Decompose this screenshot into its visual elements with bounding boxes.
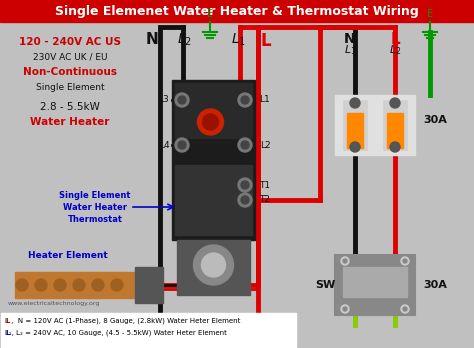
Circle shape — [241, 196, 249, 204]
Circle shape — [241, 181, 249, 189]
Text: L: L — [5, 318, 9, 324]
Circle shape — [390, 142, 400, 152]
Circle shape — [16, 279, 28, 291]
Text: N: N — [146, 32, 158, 47]
Text: T1: T1 — [259, 181, 271, 190]
Text: 30A: 30A — [423, 115, 447, 125]
Bar — [347, 113, 363, 148]
Circle shape — [202, 114, 219, 130]
Circle shape — [238, 93, 252, 107]
Text: Single Element: Single Element — [36, 82, 104, 92]
Bar — [175, 83, 252, 138]
Text: 2.8 - 5.5kW: 2.8 - 5.5kW — [40, 102, 100, 112]
Bar — [5, 28, 135, 203]
Circle shape — [350, 142, 360, 152]
Circle shape — [238, 178, 252, 192]
Bar — [383, 100, 407, 150]
Text: L4: L4 — [159, 141, 169, 150]
Text: L3: L3 — [159, 95, 169, 104]
Bar — [172, 80, 255, 240]
Circle shape — [193, 245, 234, 285]
Circle shape — [403, 259, 407, 263]
Circle shape — [175, 93, 189, 107]
Circle shape — [92, 279, 104, 291]
Bar — [177, 240, 250, 295]
Text: L2: L2 — [260, 141, 270, 150]
Bar — [387, 113, 403, 148]
Circle shape — [241, 96, 249, 104]
Circle shape — [238, 193, 252, 207]
Text: L: L — [261, 32, 271, 50]
Bar — [0, 0, 474, 22]
Text: T2: T2 — [259, 196, 271, 205]
Text: 30A: 30A — [423, 280, 447, 290]
Text: L1: L1 — [260, 95, 270, 104]
Text: $L_2$: $L_2$ — [176, 32, 191, 48]
Circle shape — [341, 305, 349, 313]
Text: L ,  N = 120V AC (1-Phase), 8 Gauge, (2.8kW) Water Heter Element: L , N = 120V AC (1-Phase), 8 Gauge, (2.8… — [5, 318, 240, 324]
Text: L: L — [390, 32, 400, 47]
Circle shape — [403, 307, 407, 311]
Bar — [15, 272, 135, 298]
Circle shape — [238, 138, 252, 152]
Text: Heater Element: Heater Element — [28, 251, 108, 260]
Text: L₁, L₂ = 240V AC, 10 Gauge, (4.5 - 5.5kW) Water Heter Element: L₁, L₂ = 240V AC, 10 Gauge, (4.5 - 5.5kW… — [5, 330, 227, 336]
Circle shape — [341, 257, 349, 265]
Bar — [335, 95, 415, 155]
Text: Water Heater: Water Heater — [30, 117, 109, 127]
Text: SW: SW — [315, 280, 335, 290]
Circle shape — [343, 307, 347, 311]
Text: L: L — [5, 330, 9, 336]
Text: www.electricaltechnology.org: www.electricaltechnology.org — [8, 301, 100, 306]
Bar — [135, 267, 163, 303]
Circle shape — [178, 141, 186, 149]
Circle shape — [111, 279, 123, 291]
Circle shape — [241, 141, 249, 149]
Text: $L_2$: $L_2$ — [389, 43, 401, 57]
Circle shape — [175, 138, 189, 152]
Circle shape — [198, 109, 224, 135]
Circle shape — [401, 305, 409, 313]
Circle shape — [390, 98, 400, 108]
Text: Thermostat: Thermostat — [67, 214, 122, 223]
Circle shape — [54, 279, 66, 291]
Circle shape — [343, 259, 347, 263]
Text: 230V AC UK / EU: 230V AC UK / EU — [33, 53, 107, 62]
Bar — [335, 255, 415, 315]
Text: E: E — [207, 9, 213, 19]
Circle shape — [350, 98, 360, 108]
Text: $L_1$: $L_1$ — [230, 32, 246, 48]
Text: Water Heater: Water Heater — [63, 203, 127, 212]
Text: 120 - 240V AC US: 120 - 240V AC US — [19, 37, 121, 47]
Circle shape — [35, 279, 47, 291]
Circle shape — [401, 257, 409, 265]
Text: Single Elemenet Water Heater & Thermostat Wiring: Single Elemenet Water Heater & Thermosta… — [55, 5, 419, 17]
Bar — [175, 165, 252, 235]
Circle shape — [73, 279, 85, 291]
Text: N: N — [344, 32, 356, 46]
Text: $L_1$: $L_1$ — [344, 43, 356, 57]
Text: Non-Continuous: Non-Continuous — [23, 67, 117, 77]
Bar — [1, 313, 296, 347]
Bar — [343, 267, 407, 297]
Circle shape — [178, 96, 186, 104]
Circle shape — [201, 253, 226, 277]
Bar — [343, 100, 367, 150]
Text: E: E — [427, 9, 433, 19]
Text: Single Element: Single Element — [59, 190, 131, 199]
